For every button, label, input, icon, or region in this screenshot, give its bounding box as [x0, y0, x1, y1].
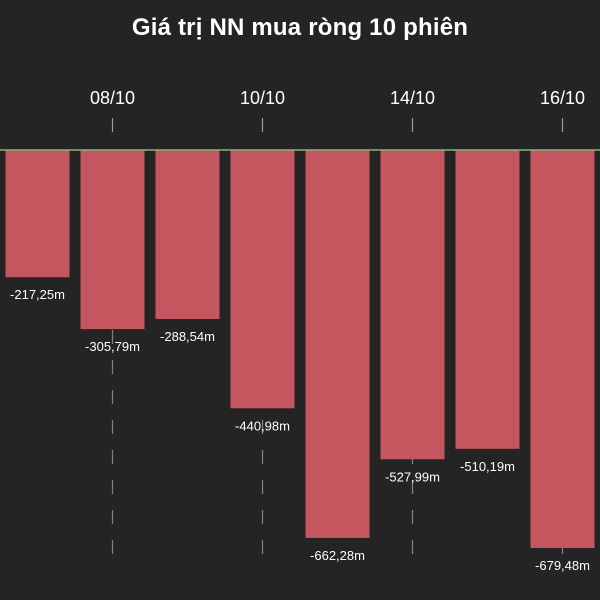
x-tick-label: 10/10 — [240, 88, 285, 108]
bar — [305, 150, 370, 538]
bar — [80, 150, 145, 330]
data-label: -510,19m — [460, 459, 515, 474]
data-label: -288,54m — [160, 329, 215, 344]
bar — [455, 150, 520, 449]
x-tick-label: 08/10 — [90, 88, 135, 108]
x-tick-label: 16/10 — [540, 88, 585, 108]
bar — [230, 150, 295, 409]
bar — [530, 150, 595, 548]
chart-title: Giá trị NN mua ròng 10 phiên — [131, 14, 469, 41]
data-label: -305,79m — [85, 339, 140, 354]
data-label: -527,99m — [385, 469, 440, 484]
bar — [380, 150, 445, 460]
data-label: -440,98m — [235, 418, 290, 433]
x-tick-label: 14/10 — [390, 88, 435, 108]
bar — [155, 150, 220, 320]
data-label: -679,48m — [535, 558, 590, 573]
data-label: -662,28m — [310, 548, 365, 563]
bar — [5, 150, 70, 278]
data-label: -217,25m — [10, 287, 65, 302]
